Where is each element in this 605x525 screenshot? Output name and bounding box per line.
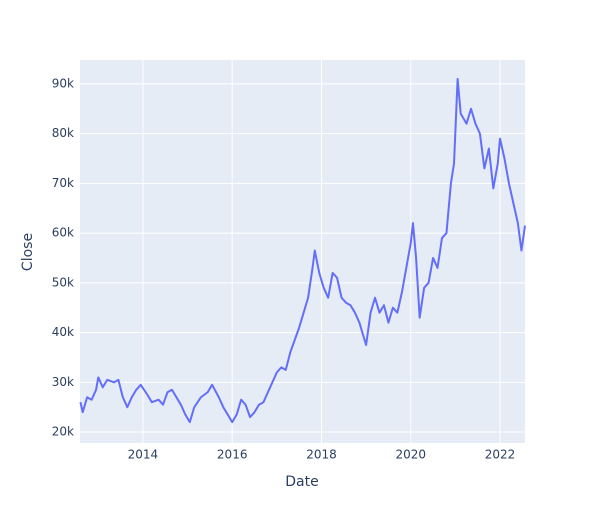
y-tick-label: 60k <box>52 226 74 240</box>
y-tick-label: 40k <box>52 325 74 339</box>
x-axis-title: Date <box>285 474 318 490</box>
y-tick-label: 80k <box>52 126 74 140</box>
y-tick-label: 50k <box>52 275 74 289</box>
y-tick-label: 70k <box>52 176 74 190</box>
x-tick-label: 2018 <box>306 448 337 462</box>
x-tick-label: 2020 <box>395 448 426 462</box>
y-axis-title: Close <box>20 233 36 271</box>
line <box>79 77 526 424</box>
y-tick-label: 90k <box>52 76 74 90</box>
x-tick-label: 2016 <box>217 448 248 462</box>
plot-area <box>80 60 525 443</box>
x-tick-label: 2022 <box>485 448 516 462</box>
y-tick-label: 30k <box>52 375 74 389</box>
y-tick-label: 20k <box>52 425 74 439</box>
x-tick-label: 2014 <box>128 448 159 462</box>
